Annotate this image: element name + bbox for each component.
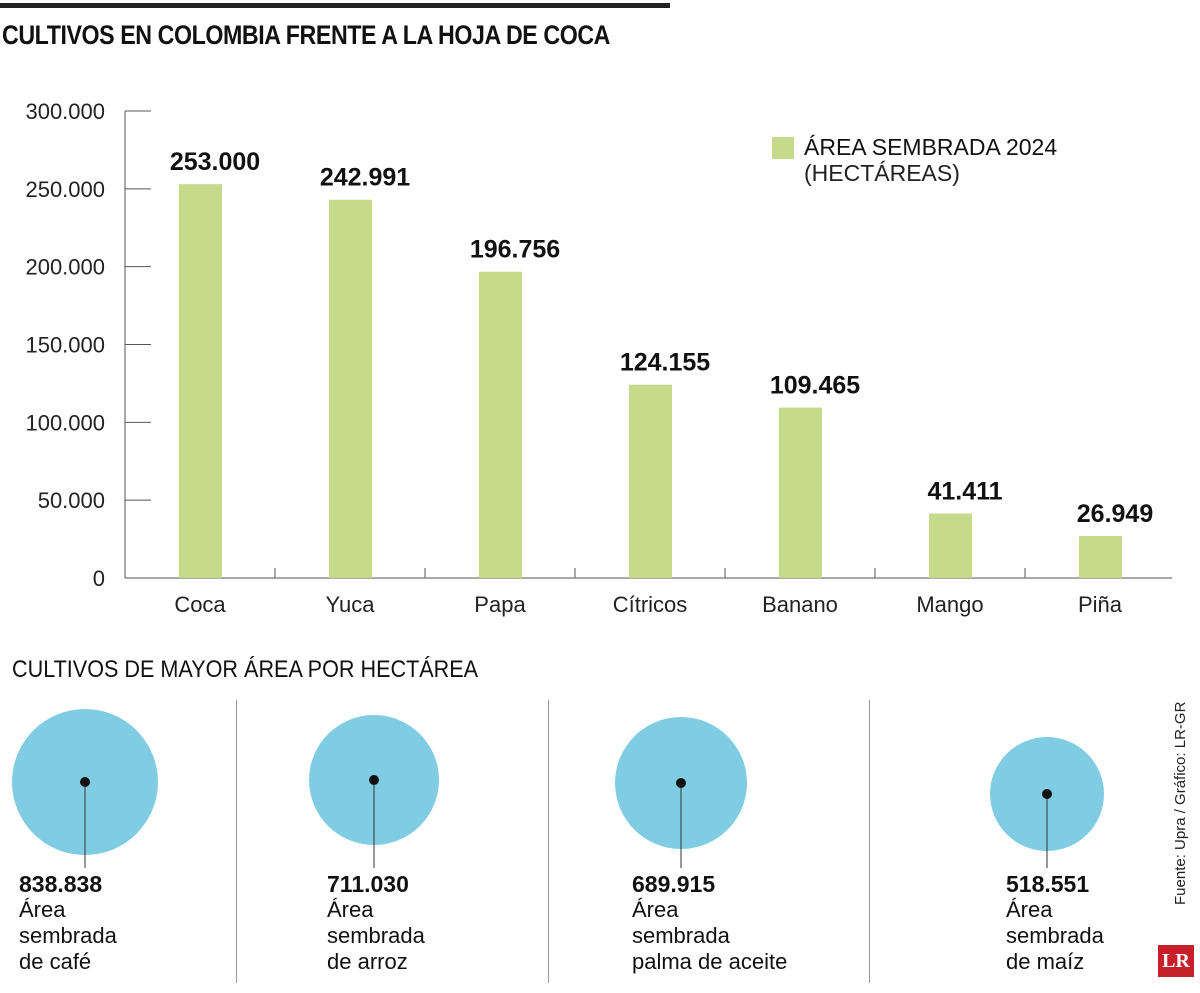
y-tick-label: 150.000 xyxy=(25,333,105,358)
bar-chart: 0 50.000 100.000 150.000 200.000 250.000 300.0… xyxy=(25,99,1172,617)
bar xyxy=(779,407,822,578)
center-dot xyxy=(80,777,90,787)
center-dot xyxy=(1042,789,1052,799)
stat-palma: 689.915 Área sembrada palma de aceite xyxy=(632,871,787,975)
stat-label: de café xyxy=(19,949,92,974)
stat-value: 838.838 xyxy=(19,871,103,897)
top-rule xyxy=(0,3,670,8)
bar-value-label: 253.000 xyxy=(170,148,260,176)
bar-value-label: 109.465 xyxy=(770,372,860,400)
y-tick-label: 100.000 xyxy=(25,410,105,435)
bar-value-label: 242.991 xyxy=(320,164,410,192)
bar xyxy=(329,199,372,578)
x-tick-label: Piña xyxy=(1078,592,1123,617)
x-tick-label: Yuca xyxy=(326,592,376,617)
y-tick-label: 0 xyxy=(93,566,105,591)
stat-value: 518.551 xyxy=(1006,871,1090,897)
stat-label: Área xyxy=(19,897,66,922)
y-tick-label: 200.000 xyxy=(25,255,105,280)
stat-label: sembrada xyxy=(1006,923,1104,948)
center-dot xyxy=(369,775,379,785)
x-tick-label: Banano xyxy=(762,592,838,617)
bar xyxy=(1079,536,1122,578)
section-title: CULTIVOS DE MAYOR ÁREA POR HECTÁREA xyxy=(12,656,479,683)
stat-label: de maíz xyxy=(1006,949,1085,974)
stat-label: sembrada xyxy=(327,923,425,948)
stat-label: palma de aceite xyxy=(632,949,788,974)
divider xyxy=(869,700,870,983)
stat-arroz: 711.030 Área sembrada de arroz xyxy=(327,871,425,975)
chart-title: CULTIVOS EN COLOMBIA FRENTE A LA HOJA DE… xyxy=(2,20,611,50)
bar-value-label: 124.155 xyxy=(620,349,710,377)
bar-value-label: 26.949 xyxy=(1077,500,1153,528)
source-note: Fuente: Upra / Gráfico: LR-GR xyxy=(1172,701,1189,905)
stat-value: 711.030 xyxy=(327,871,409,897)
divider xyxy=(548,700,549,983)
lr-logo: LR xyxy=(1158,945,1194,977)
legend-label: ÁREA SEMBRADA 2024 xyxy=(804,134,1058,160)
x-tick-label: Papa xyxy=(474,592,526,617)
x-tick-label: Mango xyxy=(916,592,983,617)
stat-cafe: 838.838 Área sembrada de café xyxy=(19,871,117,975)
y-tick-label: 300.000 xyxy=(25,99,105,124)
bar xyxy=(929,513,972,578)
y-tick-label: 50.000 xyxy=(38,488,105,513)
stat-label: sembrada xyxy=(19,923,117,948)
bar xyxy=(179,184,222,578)
legend: ÁREA SEMBRADA 2024 (HECTÁREAS) xyxy=(772,134,1057,186)
bar-value-label: 196.756 xyxy=(470,236,560,264)
y-tick-label: 250.000 xyxy=(25,177,105,202)
stat-label: Área xyxy=(1006,897,1053,922)
x-tick-label: Coca xyxy=(174,592,226,617)
bar xyxy=(629,384,672,578)
legend-swatch xyxy=(772,137,794,159)
stat-label: sembrada xyxy=(632,923,730,948)
stat-label: de arroz xyxy=(327,949,408,974)
stat-label: Área xyxy=(327,897,374,922)
bar xyxy=(479,271,522,578)
stat-label: Área xyxy=(632,897,679,922)
legend-unit: (HECTÁREAS) xyxy=(804,160,960,186)
x-tick-label: Cítricos xyxy=(613,592,688,617)
bar-value-label: 41.411 xyxy=(927,478,1002,506)
divider xyxy=(236,700,237,983)
stat-value: 689.915 xyxy=(632,871,716,897)
stat-maiz: 518.551 Área sembrada de maíz xyxy=(1006,871,1104,975)
center-dot xyxy=(676,778,686,788)
